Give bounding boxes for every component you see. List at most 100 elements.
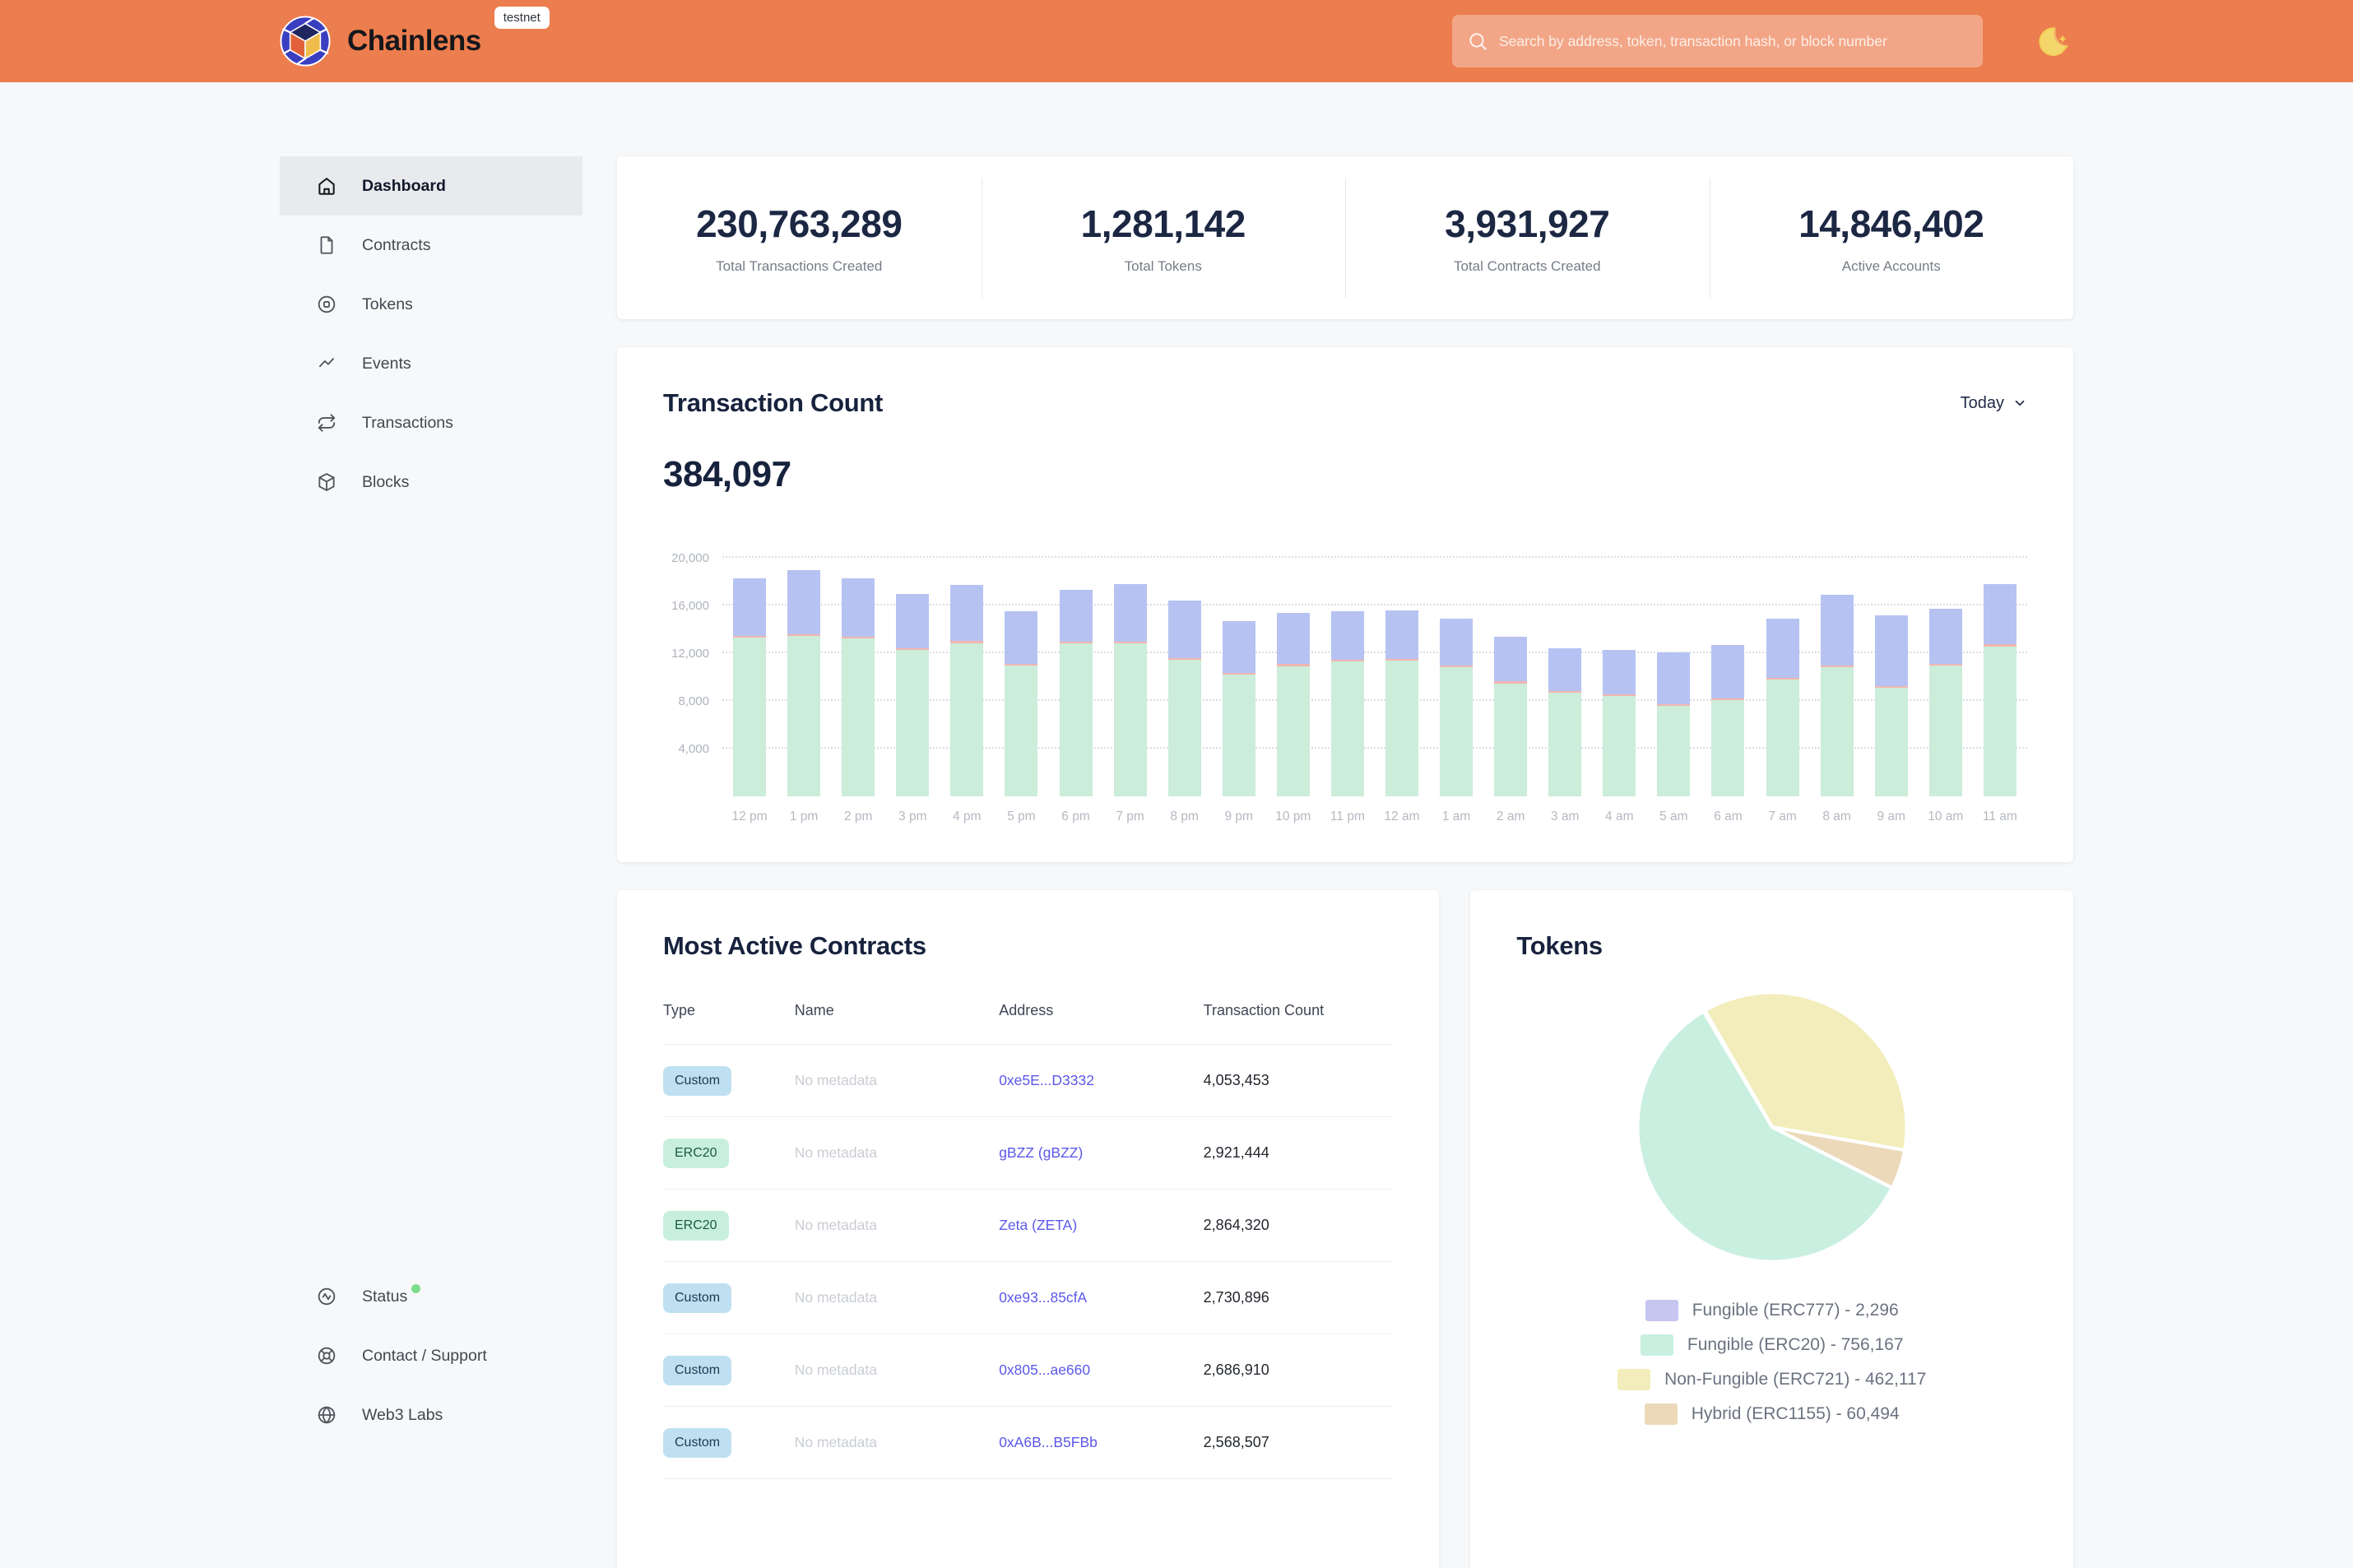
tokens-legend: Fungible (ERC777) - 2,296 Fungible (ERC20… bbox=[1516, 1293, 2027, 1431]
x-axis-label: 5 pm bbox=[1007, 810, 1036, 823]
table-row: Custom No metadata 0xA6B...B5FBb 2,568,507 bbox=[663, 1407, 1394, 1479]
bar-column[interactable] bbox=[1538, 540, 1592, 796]
search-input[interactable] bbox=[1499, 32, 1968, 50]
pie-slice[interactable] bbox=[1702, 990, 1909, 1153]
contract-address-link[interactable]: gBZZ (gBZZ) bbox=[999, 1144, 1084, 1161]
sidebar: Dashboard Contracts Tokens Events bbox=[280, 156, 582, 1445]
bar-column[interactable] bbox=[1973, 540, 2027, 796]
bar-segment-green bbox=[1330, 661, 1364, 796]
legend-swatch bbox=[1617, 1369, 1651, 1390]
pie-slice[interactable] bbox=[1636, 1009, 1894, 1264]
bar-column[interactable] bbox=[994, 540, 1048, 796]
contract-address-link[interactable]: 0xe93...85cfA bbox=[999, 1289, 1088, 1306]
bar bbox=[1167, 601, 1201, 796]
bar-column[interactable] bbox=[831, 540, 885, 796]
bar-column[interactable] bbox=[1103, 540, 1158, 796]
sidebar-item-blocks[interactable]: Blocks bbox=[280, 452, 582, 512]
legend-label: Non-Fungible (ERC721) - 462,117 bbox=[1664, 1370, 1927, 1389]
sidebar-item-status[interactable]: Status bbox=[280, 1267, 582, 1326]
bar-column[interactable] bbox=[722, 540, 777, 796]
bar-segment-pink bbox=[1548, 691, 1582, 693]
bar-column[interactable] bbox=[1483, 540, 1538, 796]
bar-segment-pink bbox=[842, 637, 875, 638]
x-axis-label: 2 pm bbox=[843, 810, 873, 823]
bar-column[interactable] bbox=[1810, 540, 1864, 796]
bar-column[interactable] bbox=[940, 540, 994, 796]
bar-column[interactable] bbox=[1919, 540, 1973, 796]
sidebar-item-events[interactable]: Events bbox=[280, 334, 582, 393]
sidebar-item-transactions[interactable]: Transactions bbox=[280, 393, 582, 452]
sidebar-item-tokens[interactable]: Tokens bbox=[280, 275, 582, 334]
column-header-address: Address bbox=[999, 1002, 1054, 1018]
bar-segment-blue bbox=[1167, 601, 1201, 658]
bar-segment-green bbox=[1874, 688, 1908, 796]
bar-segment-blue bbox=[787, 570, 821, 634]
bar-column[interactable] bbox=[1864, 540, 1919, 796]
bar bbox=[1711, 645, 1745, 796]
bar-column[interactable] bbox=[1429, 540, 1483, 796]
bar-segment-green bbox=[1276, 666, 1310, 796]
gridline bbox=[722, 699, 2027, 701]
bar-column[interactable] bbox=[1375, 540, 1429, 796]
bar bbox=[1820, 595, 1854, 796]
bar-segment-green bbox=[1440, 667, 1474, 796]
contract-type-badge: Custom bbox=[663, 1427, 732, 1458]
cube-icon bbox=[318, 473, 335, 491]
column-header-name: Name bbox=[794, 1002, 834, 1018]
testnet-badge: testnet bbox=[494, 7, 550, 29]
bar-segment-blue bbox=[896, 594, 930, 648]
bar-segment-pink bbox=[787, 634, 821, 636]
contract-transaction-count: 4,053,453 bbox=[1203, 1072, 1269, 1088]
bar-segment-blue bbox=[950, 585, 984, 641]
range-selector[interactable]: Today bbox=[1961, 394, 2027, 413]
contract-address-link[interactable]: 0xA6B...B5FBb bbox=[999, 1434, 1098, 1450]
bar bbox=[896, 594, 930, 796]
brand[interactable]: Chainlens bbox=[280, 16, 481, 67]
sidebar-item-contracts[interactable]: Contracts bbox=[280, 216, 582, 275]
bar-segment-pink bbox=[1657, 704, 1691, 706]
bar-segment-blue bbox=[1385, 610, 1418, 659]
x-axis-label: 12 am bbox=[1384, 810, 1420, 823]
table-row: Custom No metadata 0x805...ae660 2,686,910 bbox=[663, 1334, 1394, 1407]
bar-segment-pink bbox=[1711, 698, 1745, 700]
bar-column[interactable] bbox=[1266, 540, 1320, 796]
bar-column[interactable] bbox=[1320, 540, 1375, 796]
column-header-transaction-count: Transaction Count bbox=[1203, 1002, 1325, 1018]
x-axis-label: 4 pm bbox=[953, 810, 982, 823]
bar-column[interactable] bbox=[1158, 540, 1212, 796]
sidebar-item-dashboard[interactable]: Dashboard bbox=[280, 156, 582, 216]
bar-segment-pink bbox=[733, 636, 767, 638]
bar-column[interactable] bbox=[885, 540, 940, 796]
stats-card: 230,763,289 Total Transactions Created 1… bbox=[617, 156, 2073, 319]
legend-label: Hybrid (ERC1155) - 60,494 bbox=[1691, 1404, 1900, 1423]
contract-address-link[interactable]: 0xe5E...D3332 bbox=[999, 1072, 1094, 1088]
contract-address-link[interactable]: 0x805...ae660 bbox=[999, 1362, 1091, 1378]
stat-label: Total Tokens bbox=[1124, 257, 1202, 274]
bar-column[interactable] bbox=[1755, 540, 1809, 796]
tokens-pie bbox=[1636, 990, 1909, 1264]
search-bar[interactable] bbox=[1452, 15, 1983, 67]
bar-column[interactable] bbox=[1701, 540, 1755, 796]
bar-column[interactable] bbox=[777, 540, 831, 796]
pie-slice[interactable] bbox=[1701, 1009, 1774, 1130]
bar-segment-blue bbox=[1059, 590, 1093, 642]
sidebar-item-contact-support[interactable]: Contact / Support bbox=[280, 1326, 582, 1385]
bar-column[interactable] bbox=[1592, 540, 1646, 796]
sidebar-item-web3-labs[interactable]: Web3 Labs bbox=[280, 1385, 582, 1445]
bar-segment-green bbox=[787, 636, 821, 796]
bar-column[interactable] bbox=[1048, 540, 1102, 796]
bar bbox=[1005, 611, 1038, 796]
contract-address-link[interactable]: Zeta (ZETA) bbox=[999, 1217, 1078, 1233]
contract-name: No metadata bbox=[794, 1362, 877, 1378]
dark-mode-toggle[interactable] bbox=[2034, 21, 2073, 61]
bar bbox=[1059, 590, 1093, 796]
bar-column[interactable] bbox=[1212, 540, 1266, 796]
token-icon bbox=[318, 295, 336, 313]
bar-column[interactable] bbox=[1646, 540, 1701, 796]
contract-transaction-count: 2,864,320 bbox=[1203, 1217, 1269, 1233]
sidebar-item-label: Contracts bbox=[362, 235, 431, 254]
sidebar-item-label: Status bbox=[362, 1287, 408, 1306]
x-axis-label: 10 am bbox=[1928, 810, 1964, 823]
bar-segment-green bbox=[896, 650, 930, 796]
table-row: ERC20 No metadata Zeta (ZETA) 2,864,320 bbox=[663, 1190, 1394, 1262]
